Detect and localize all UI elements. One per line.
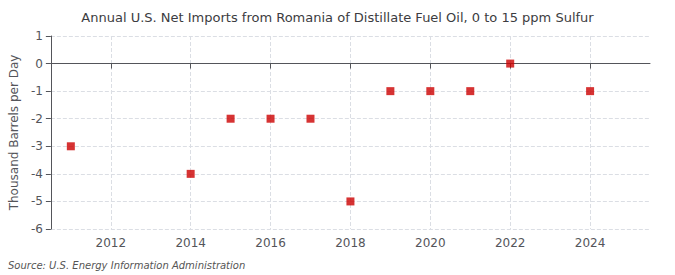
svg-text:Annual U.S. Net Imports from R: Annual U.S. Net Imports from Romania of … bbox=[81, 10, 594, 25]
svg-text:Source: U.S. Energy Informatio: Source: U.S. Energy Information Administ… bbox=[8, 260, 245, 271]
svg-text:2024: 2024 bbox=[575, 236, 606, 250]
svg-text:-6: -6 bbox=[31, 222, 43, 236]
svg-text:2020: 2020 bbox=[415, 236, 446, 250]
svg-text:-1: -1 bbox=[31, 84, 43, 98]
svg-text:2016: 2016 bbox=[255, 236, 286, 250]
svg-text:0: 0 bbox=[35, 57, 43, 71]
svg-text:2018: 2018 bbox=[335, 236, 366, 250]
svg-text:-5: -5 bbox=[31, 194, 43, 208]
svg-text:Thousand Barrels per Day: Thousand Barrels per Day bbox=[7, 55, 21, 212]
svg-text:2012: 2012 bbox=[96, 236, 127, 250]
svg-text:2022: 2022 bbox=[495, 236, 526, 250]
svg-text:-3: -3 bbox=[31, 139, 43, 153]
svg-text:-2: -2 bbox=[31, 112, 43, 126]
svg-text:-4: -4 bbox=[31, 167, 43, 181]
svg-text:2014: 2014 bbox=[175, 236, 206, 250]
svg-text:1: 1 bbox=[35, 29, 43, 43]
